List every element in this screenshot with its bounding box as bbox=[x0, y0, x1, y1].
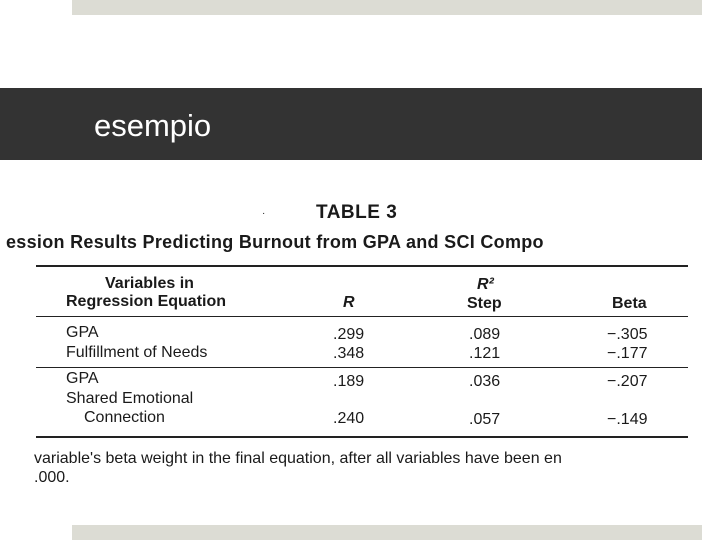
header-beta: Beta bbox=[612, 295, 647, 312]
row-r2-step: .089 bbox=[469, 326, 501, 343]
header-step: Step bbox=[467, 295, 502, 312]
table-caption: ession Results Predicting Burnout from G… bbox=[6, 232, 544, 252]
row-r: .348 bbox=[333, 345, 365, 362]
row-beta: −.177 bbox=[607, 345, 648, 362]
footnote-line1: variable's beta weight in the final equa… bbox=[34, 450, 562, 467]
title-band bbox=[0, 88, 702, 160]
row-r2-step: .036 bbox=[469, 373, 501, 390]
header-r: R bbox=[343, 294, 355, 311]
header-variables-line2: Regression Equation bbox=[66, 293, 227, 310]
footnote-line2: .000. bbox=[34, 469, 70, 486]
row-variable: Shared Emotional bbox=[66, 390, 194, 407]
row-group-rule bbox=[36, 367, 688, 368]
header-r2: R² bbox=[477, 276, 494, 293]
slide-title: esempio bbox=[94, 108, 212, 143]
header-rule bbox=[36, 316, 688, 317]
row-variable: GPA bbox=[66, 370, 99, 387]
table-bottom-rule bbox=[36, 436, 688, 438]
table-label: TABLE 3 bbox=[316, 202, 398, 223]
top-accent-bar bbox=[72, 0, 702, 15]
row-beta: −.305 bbox=[607, 326, 648, 343]
table-top-rule bbox=[36, 265, 688, 267]
row-beta: −.207 bbox=[607, 373, 648, 390]
scan-speck: · bbox=[262, 208, 266, 219]
bottom-accent-bar bbox=[72, 525, 702, 540]
row-r: .299 bbox=[333, 326, 365, 343]
row-r2-step: .057 bbox=[469, 411, 501, 428]
row-variable: Fulfillment of Needs bbox=[66, 344, 208, 361]
scanned-table-image: · TABLE 3 ession Results Predicting Burn… bbox=[0, 188, 702, 488]
row-r: .240 bbox=[333, 410, 365, 427]
header-variables-line1: Variables in bbox=[105, 275, 194, 292]
row-r: .189 bbox=[333, 373, 365, 390]
row-variable-continued: Connection bbox=[84, 409, 165, 426]
row-beta: −.149 bbox=[607, 411, 648, 428]
row-r2-step: .121 bbox=[469, 345, 501, 362]
row-variable: GPA bbox=[66, 324, 99, 341]
